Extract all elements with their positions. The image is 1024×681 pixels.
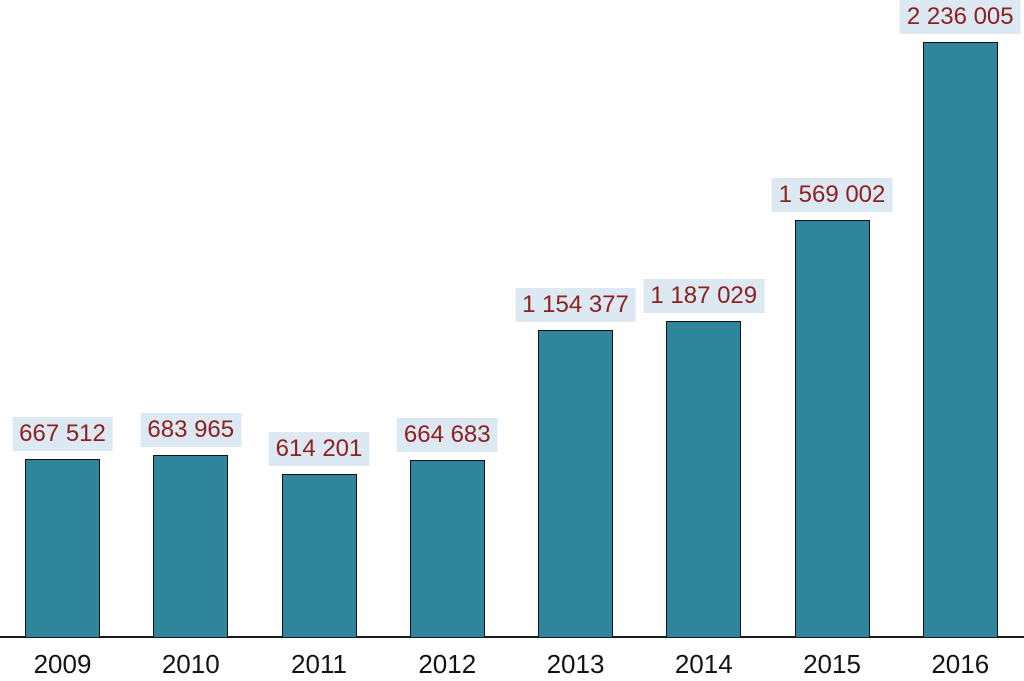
value-label-2013: 1 154 377 — [515, 287, 636, 322]
bar-2011 — [281, 473, 357, 637]
x-tick-label-2016: 2016 — [931, 649, 990, 679]
bar-2010 — [153, 455, 229, 637]
x-tick-label-2013: 2013 — [546, 649, 605, 679]
value-label-2015: 1 569 002 — [771, 177, 893, 212]
bar-2009 — [25, 459, 100, 637]
x-tick-label-2014: 2014 — [674, 649, 733, 679]
bar-2015 — [794, 219, 870, 637]
bar-2014 — [666, 321, 742, 637]
bar-2012 — [409, 460, 485, 637]
bar-2016 — [922, 42, 998, 637]
value-label-2011: 614 201 — [268, 431, 370, 466]
bar-2013 — [538, 329, 613, 637]
x-axis-line — [0, 636, 1024, 638]
value-label-2009: 667 512 — [12, 417, 113, 452]
value-label-2016: 2 236 005 — [899, 0, 1021, 34]
x-tick-label-2011: 2011 — [291, 649, 347, 679]
x-tick-label-2012: 2012 — [418, 649, 477, 679]
value-label-2012: 664 683 — [396, 418, 498, 453]
value-label-2010: 683 965 — [140, 413, 242, 447]
x-tick-label-2009: 2009 — [33, 649, 92, 679]
x-tick-label-2015: 2015 — [803, 649, 861, 679]
value-label-2014: 1 187 029 — [643, 279, 765, 314]
x-tick-label-2010: 2010 — [161, 649, 220, 679]
